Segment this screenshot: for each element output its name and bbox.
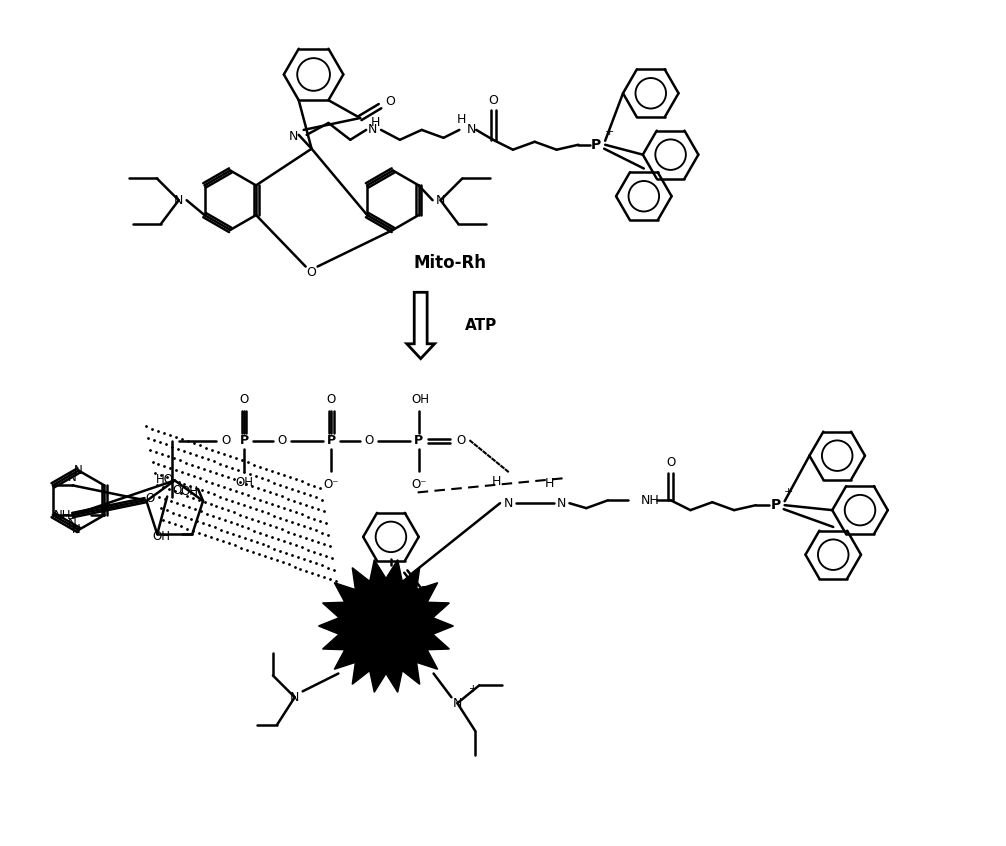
Text: O: O xyxy=(488,94,498,107)
Text: N: N xyxy=(557,497,566,509)
Text: O: O xyxy=(239,393,248,406)
Text: N: N xyxy=(72,524,80,536)
Text: +: + xyxy=(469,684,478,695)
Text: O: O xyxy=(385,95,395,107)
Text: O: O xyxy=(418,585,428,598)
Text: P: P xyxy=(771,498,781,512)
Text: O: O xyxy=(666,456,675,469)
Text: Mito-Rh: Mito-Rh xyxy=(413,254,487,272)
Text: N: N xyxy=(289,130,299,143)
Text: OH: OH xyxy=(235,476,254,489)
Text: O: O xyxy=(307,266,317,279)
Text: N: N xyxy=(68,517,77,530)
Text: P: P xyxy=(592,138,602,151)
Text: OH: OH xyxy=(153,530,170,542)
Text: N: N xyxy=(467,124,476,136)
Text: N: N xyxy=(174,194,183,206)
Text: O⁻: O⁻ xyxy=(411,478,427,491)
Text: N: N xyxy=(290,691,300,704)
Text: O: O xyxy=(146,492,155,505)
Text: +: + xyxy=(784,487,794,497)
Text: H: H xyxy=(457,113,466,127)
Text: O: O xyxy=(327,393,336,406)
Text: N: N xyxy=(503,497,513,509)
Text: NH: NH xyxy=(641,494,660,507)
Text: O: O xyxy=(172,484,182,497)
Text: N: N xyxy=(74,464,82,477)
Text: P: P xyxy=(414,434,424,448)
Text: +: + xyxy=(605,127,614,137)
Text: OH: OH xyxy=(180,485,198,497)
Text: H: H xyxy=(491,475,501,488)
Text: O: O xyxy=(457,434,466,448)
Text: P: P xyxy=(327,434,336,448)
Text: HO: HO xyxy=(156,473,174,486)
Polygon shape xyxy=(319,560,454,692)
Text: N: N xyxy=(453,697,462,710)
Text: N: N xyxy=(436,194,446,206)
FancyArrow shape xyxy=(406,293,435,359)
Text: NH₂: NH₂ xyxy=(54,508,76,522)
Text: ATP: ATP xyxy=(466,318,498,333)
Text: O: O xyxy=(364,434,374,448)
Text: H: H xyxy=(370,117,379,129)
Text: N: N xyxy=(68,471,77,484)
Text: O⁻: O⁻ xyxy=(324,478,339,491)
Text: OH: OH xyxy=(411,393,430,406)
Text: O: O xyxy=(221,434,231,448)
Text: P: P xyxy=(239,434,248,448)
Text: H: H xyxy=(545,477,554,490)
Text: O: O xyxy=(278,434,287,448)
Text: N: N xyxy=(368,124,377,136)
